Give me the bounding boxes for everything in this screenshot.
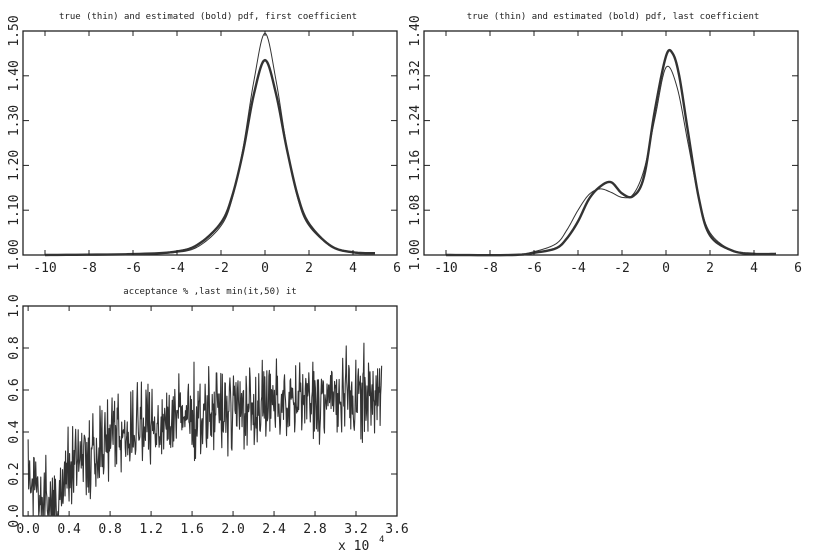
plot-frame xyxy=(22,30,398,256)
y-tick-label: 1.16 xyxy=(408,150,423,181)
tick-layer: -10 -8 -6 -4 -2 0 2 4 6 1.00 1.10 1.20 1.30 1.40 1.50 xyxy=(7,15,401,276)
x-tick-label: -2 xyxy=(614,261,630,276)
x-tick-label: -4 xyxy=(169,261,185,276)
chart-title: true (thin) and estimated (bold) pdf, fi… xyxy=(59,12,357,22)
x-tick-label: -8 xyxy=(81,261,97,276)
y-tick-label: 1.32 xyxy=(408,60,423,91)
y-tick-label: 1.40 xyxy=(408,15,423,46)
series-line xyxy=(44,32,376,256)
y-tick-label: 1.00 xyxy=(408,239,423,270)
series-line xyxy=(445,65,777,256)
chart-acceptance: acceptance % ,last min(it,50) it 0.0 0.4 0… xyxy=(7,287,409,554)
x-tick-label: -6 xyxy=(125,261,141,276)
chart-title: true (thin) and estimated (bold) pdf, la… xyxy=(467,12,760,22)
x-tick-label: 1.2 xyxy=(139,522,162,537)
series-layer xyxy=(445,48,777,257)
x-tick-label: -6 xyxy=(526,261,542,276)
series-layer xyxy=(27,342,383,517)
x-tick-label: 6 xyxy=(393,261,401,276)
chart-first-coefficient: true (thin) and estimated (bold) pdf, fi… xyxy=(7,12,401,276)
x-tick-label: 3.6 xyxy=(385,522,408,537)
y-tick-label: 1.50 xyxy=(7,15,22,46)
y-tick-label: 1.0 xyxy=(7,294,22,317)
x-tick-label: 2.4 xyxy=(262,522,286,537)
y-tick-label: 1.40 xyxy=(7,60,22,91)
plot-frame xyxy=(22,305,398,517)
tick-layer: -10 -8 -6 -4 -2 0 2 4 6 1.00 1.08 1.16 1.24 1.32 1.40 xyxy=(408,15,802,276)
chart-last-coefficient: true (thin) and estimated (bold) pdf, la… xyxy=(408,12,802,276)
series-line xyxy=(44,58,376,257)
y-tick-label: 0.2 xyxy=(7,462,22,485)
chart-title: acceptance % ,last min(it,50) it xyxy=(123,287,296,297)
x-tick-label: 2 xyxy=(706,261,714,276)
series-line xyxy=(445,48,777,257)
series-layer xyxy=(44,32,376,257)
x-multiplier-exponent: 4 xyxy=(379,535,384,545)
x-tick-label: 0 xyxy=(261,261,269,276)
x-tick-label: 0.8 xyxy=(98,522,121,537)
y-tick-label: 0.0 xyxy=(7,504,22,527)
x-tick-label: 2 xyxy=(305,261,313,276)
x-tick-label: 0.0 xyxy=(16,522,39,537)
x-tick-label: 4 xyxy=(349,261,357,276)
x-multiplier-label: x 10 xyxy=(338,539,369,554)
x-tick-label: 0.4 xyxy=(57,522,81,537)
y-tick-label: 0.4 xyxy=(7,420,22,444)
series-line xyxy=(27,342,383,517)
x-tick-label: 3.2 xyxy=(344,522,367,537)
y-tick-label: 1.24 xyxy=(408,105,423,136)
y-tick-label: 1.00 xyxy=(7,239,22,270)
y-tick-label: 1.08 xyxy=(408,195,423,226)
x-tick-label: -10 xyxy=(33,261,56,276)
y-tick-label: 1.30 xyxy=(7,105,22,136)
x-tick-label: 6 xyxy=(794,261,802,276)
y-tick-label: 1.10 xyxy=(7,195,22,226)
x-tick-label: -2 xyxy=(213,261,229,276)
x-tick-label: 4 xyxy=(750,261,758,276)
x-tick-label: 0 xyxy=(662,261,670,276)
x-tick-label: 2.0 xyxy=(221,522,244,537)
y-tick-label: 0.8 xyxy=(7,336,22,359)
x-tick-label: -10 xyxy=(434,261,457,276)
y-tick-label: 0.6 xyxy=(7,378,22,401)
x-tick-label: -4 xyxy=(570,261,586,276)
y-tick-label: 1.20 xyxy=(7,150,22,181)
x-tick-label: 1.6 xyxy=(180,522,203,537)
tick-layer: 0.0 0.4 0.8 1.2 1.6 2.0 2.4 2.8 3.2 3.6 0.0 0.2 0.4 0… xyxy=(7,294,409,537)
x-tick-label: -8 xyxy=(482,261,498,276)
x-tick-label: 2.8 xyxy=(303,522,326,537)
plot-frame xyxy=(423,30,799,256)
